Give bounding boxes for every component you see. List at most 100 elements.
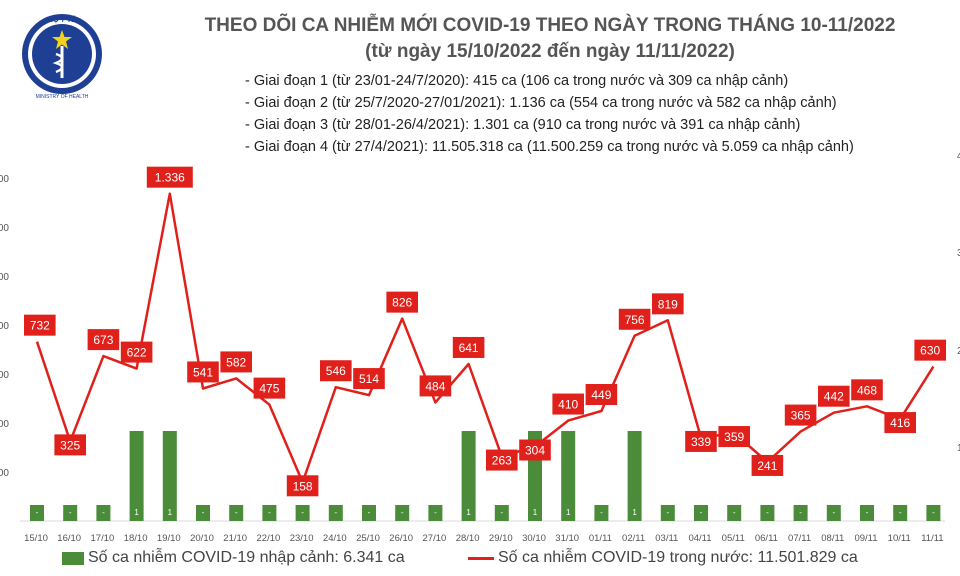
import-bar-label: 1 <box>632 508 637 517</box>
legend-line-swatch <box>468 556 494 560</box>
domestic-data-label: 468 <box>857 383 877 397</box>
import-bar-label: - <box>700 508 703 517</box>
domestic-label-box <box>519 439 551 461</box>
domestic-label-box <box>618 308 651 330</box>
domestic-label-box <box>486 449 518 471</box>
domestic-label-box <box>54 434 86 456</box>
x-axis-date-label: 28/10 <box>456 533 480 544</box>
domestic-label-box <box>24 314 56 336</box>
domestic-data-label: 1.336 <box>155 171 185 185</box>
left-axis-tick: 00 <box>0 468 9 479</box>
x-axis-date-label: 16/10 <box>57 533 81 544</box>
x-axis-date-label: 08/11 <box>821 533 844 544</box>
left-axis-tick: 00 <box>0 174 9 185</box>
domestic-data-label: 641 <box>459 341 479 355</box>
legend-domestic-label: Số ca nhiễm COVID-19 trong nước: 11.501.… <box>498 549 858 566</box>
domestic-data-label: 475 <box>259 382 279 396</box>
domestic-label-box <box>386 291 418 313</box>
domestic-label-box <box>818 385 850 407</box>
x-axis-date-label: 06/11 <box>755 533 778 544</box>
x-axis-date-label: 23/10 <box>290 533 314 544</box>
x-axis-date-label: 29/10 <box>489 533 513 544</box>
ministry-of-health-logo: BỘ Y TẾ MINISTRY OF HEALTH <box>22 14 102 100</box>
import-bar-label: 1 <box>566 508 571 517</box>
import-bar <box>860 505 874 521</box>
import-bar <box>494 505 509 521</box>
right-axis-tick: 3 <box>957 248 960 259</box>
logo-text-bottom: MINISTRY OF HEALTH <box>36 94 89 100</box>
domestic-data-label: 756 <box>625 313 645 327</box>
x-axis-date-label: 09/11 <box>854 533 877 544</box>
import-bar-label: - <box>799 508 802 517</box>
domestic-data-label: 630 <box>920 344 940 358</box>
chart-title: THEO DÕI CA NHIỄM MỚI COVID-19 THEO NGÀY… <box>204 15 896 36</box>
x-axis-date-label: 20/10 <box>190 533 214 544</box>
import-bar <box>561 431 576 521</box>
x-axis-date-label: 22/10 <box>257 533 281 544</box>
domestic-label-box <box>286 475 319 497</box>
domestic-label-box <box>187 361 219 383</box>
phase-note: - Giai đoạn 3 (từ 28/01-26/4/2021): 1.30… <box>245 117 801 133</box>
import-bar <box>826 505 841 521</box>
domestic-label-box <box>884 412 916 434</box>
domestic-data-label: 304 <box>525 444 545 458</box>
x-axis-date-label: 21/10 <box>223 533 247 544</box>
legend-bar-swatch <box>62 551 84 565</box>
x-axis-date-label: 05/11 <box>722 533 745 544</box>
domestic-label-box <box>851 379 883 401</box>
domestic-label-box <box>146 166 193 188</box>
domestic-data-label: 546 <box>326 364 346 378</box>
domestic-data-label: 541 <box>193 365 213 379</box>
domestic-data-label: 442 <box>824 390 844 404</box>
import-bar <box>96 505 111 521</box>
domestic-label-box <box>552 393 584 415</box>
x-axis-date-label: 19/10 <box>157 533 181 544</box>
domestic-data-label: 325 <box>60 438 80 452</box>
x-axis-date-label: 01/11 <box>589 533 612 544</box>
left-axis-tick: 00 <box>0 321 9 332</box>
domestic-data-label: 449 <box>591 388 611 402</box>
domestic-label-box <box>452 336 485 358</box>
domestic-label-box <box>87 329 120 351</box>
import-bar <box>893 505 908 521</box>
domestic-label-box <box>784 404 817 426</box>
x-axis-date-label: 26/10 <box>389 533 413 544</box>
legend-imported-label: Số ca nhiễm COVID-19 nhập cảnh: 6.341 ca <box>88 549 405 566</box>
import-bar-label: - <box>102 508 105 517</box>
import-bar <box>129 431 144 521</box>
import-bar-label: - <box>866 508 869 517</box>
domestic-label-box <box>751 454 784 476</box>
import-bar-label: - <box>766 508 769 517</box>
domestic-data-label: 622 <box>127 346 147 360</box>
domestic-data-label: 365 <box>791 409 811 423</box>
domestic-label-box <box>585 383 618 405</box>
import-bar-label: - <box>268 508 271 517</box>
phase-notes: - Giai đoạn 1 (từ 23/01-24/7/2020): 415 … <box>245 70 854 158</box>
left-axis-tick: 00 <box>0 419 9 430</box>
chart-subtitle: (từ ngày 15/10/2022 đến ngày 11/11/2022) <box>365 41 735 62</box>
import-bar-label: - <box>202 508 205 517</box>
domestic-data-label: 263 <box>492 454 512 468</box>
import-bar-label: - <box>368 508 371 517</box>
domestic-label-box <box>652 293 684 315</box>
phase-note: - Giai đoạn 4 (từ 27/4/2021): 11.505.318… <box>245 139 854 155</box>
domestic-data-label: 410 <box>558 398 578 412</box>
import-bar <box>63 505 78 521</box>
phase-note: - Giai đoạn 2 (từ 25/7/2020-27/01/2021):… <box>245 95 837 111</box>
import-bar <box>428 505 443 521</box>
domestic-label-box <box>120 341 153 363</box>
right-axis-tick: 2 <box>957 346 960 357</box>
import-bar <box>627 431 642 521</box>
domestic-label-box <box>220 351 252 373</box>
import-bar-label: - <box>600 508 603 517</box>
import-bar-label: - <box>733 508 736 517</box>
import-bar-label: 1 <box>466 508 471 517</box>
import-bar-label: - <box>36 508 39 517</box>
domestic-label-box <box>685 430 717 452</box>
domestic-label-box <box>718 426 750 448</box>
import-bar <box>328 505 343 521</box>
import-bar <box>362 505 376 521</box>
logo-text-top: BỘ Y TẾ <box>48 14 76 24</box>
import-bar <box>793 505 808 521</box>
